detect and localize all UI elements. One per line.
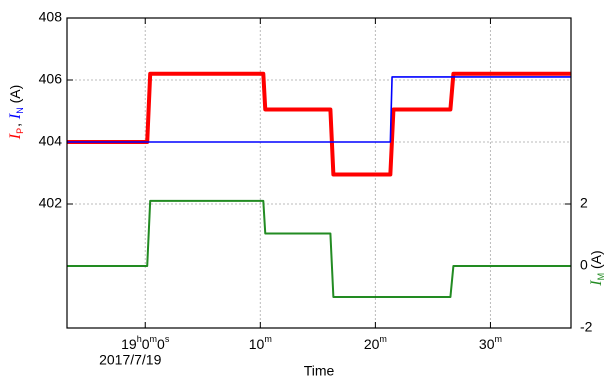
series-subscript: N <box>15 107 25 114</box>
y2-axis-label: IM (A) <box>588 250 607 286</box>
x-tick-label: 10m <box>249 334 272 351</box>
series-line <box>67 199 571 298</box>
series-subscript: P <box>15 128 25 134</box>
y-tick-label: 404 <box>39 133 63 149</box>
label-separator: , <box>7 123 23 127</box>
series-subscript: M <box>596 273 606 281</box>
unit: (A) <box>588 250 604 269</box>
y2-tick-label: 2 <box>580 195 588 211</box>
y-tick-label: 402 <box>39 195 63 211</box>
y-axis-label: IP, IN (A) <box>7 85 26 141</box>
series-symbol: I <box>588 280 605 287</box>
series-symbol: I <box>7 113 24 120</box>
x-tick-label: 19h0m0s <box>121 334 170 351</box>
y2-tick-label: -2 <box>580 319 593 335</box>
unit: (A) <box>7 85 23 104</box>
plot-frame <box>66 17 572 329</box>
x-tick-label: 20m <box>364 334 387 351</box>
series-line <box>67 76 571 143</box>
y2-tick-label: 0 <box>580 257 588 273</box>
series-symbol: I <box>7 133 24 140</box>
x-tick-label: 30m <box>479 334 502 351</box>
y-tick-label: 408 <box>39 9 63 25</box>
date-label: 2017/7/19 <box>99 352 161 368</box>
series-line <box>67 71 571 177</box>
x-axis-label: Time <box>304 363 335 379</box>
y-tick-label: 406 <box>39 71 63 87</box>
